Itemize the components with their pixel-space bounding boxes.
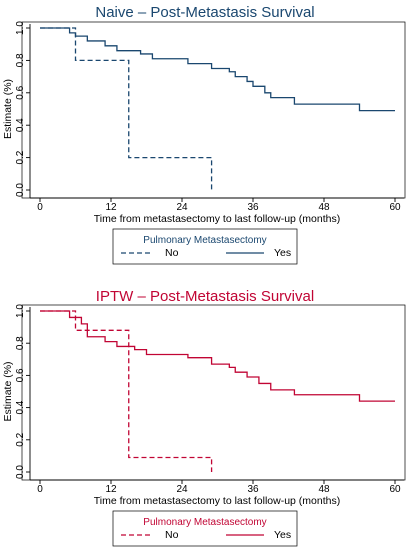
y-tick-label: 0.0 bbox=[15, 465, 26, 479]
x-axis-title: Time from metastasectomy to last follow-… bbox=[94, 495, 340, 507]
legend-label-yes: Yes bbox=[274, 529, 291, 541]
x-tick-label: 12 bbox=[105, 202, 117, 213]
x-axis-title: Time from metastasectomy to last follow-… bbox=[94, 213, 340, 225]
x-tick-label: 36 bbox=[247, 202, 259, 213]
y-tick-label: 0.0 bbox=[15, 183, 26, 197]
y-tick-label: 0.6 bbox=[15, 85, 26, 99]
y-tick-label: 1.0 bbox=[15, 21, 26, 35]
y-tick-label: 1.0 bbox=[15, 304, 26, 318]
y-axis-title: Estimate (%) bbox=[2, 79, 14, 139]
series-line-yes bbox=[40, 27, 395, 112]
x-tick-label: 36 bbox=[247, 484, 259, 495]
legend-label-no: No bbox=[165, 247, 179, 259]
y-tick-label: 0.4 bbox=[15, 400, 26, 414]
x-tick-label: 12 bbox=[105, 484, 117, 495]
x-tick-label: 48 bbox=[318, 484, 330, 495]
legend-label-no: No bbox=[165, 529, 179, 541]
chart-title: Naive – Post-Metastasis Survival bbox=[95, 4, 314, 21]
x-tick-label: 0 bbox=[37, 484, 43, 495]
legend-title: Pulmonary Metastasectomy bbox=[143, 235, 266, 246]
y-tick-label: 0.2 bbox=[15, 150, 26, 164]
x-tick-label: 24 bbox=[176, 202, 188, 213]
x-tick-label: 60 bbox=[389, 202, 401, 213]
y-tick-label: 0.4 bbox=[15, 118, 26, 132]
y-tick-label: 0.2 bbox=[15, 432, 26, 446]
x-tick-label: 0 bbox=[37, 202, 43, 213]
series-line-yes bbox=[40, 310, 395, 402]
y-axis-title: Estimate (%) bbox=[2, 361, 14, 421]
y-tick-label: 0.6 bbox=[15, 368, 26, 382]
series-line-no bbox=[40, 27, 213, 190]
legend-box bbox=[112, 510, 298, 547]
y-tick-label: 0.8 bbox=[15, 53, 26, 67]
x-tick-label: 48 bbox=[318, 202, 330, 213]
x-tick-label: 60 bbox=[389, 484, 401, 495]
legend-label-yes: Yes bbox=[274, 247, 291, 259]
y-tick-label: 0.8 bbox=[15, 336, 26, 350]
legend-title: Pulmonary Metastasectomy bbox=[143, 517, 266, 528]
series-line-no bbox=[40, 310, 213, 472]
legend-box bbox=[112, 228, 298, 265]
x-tick-label: 24 bbox=[176, 484, 188, 495]
chart-title: IPTW – Post-Metastasis Survival bbox=[96, 288, 314, 305]
